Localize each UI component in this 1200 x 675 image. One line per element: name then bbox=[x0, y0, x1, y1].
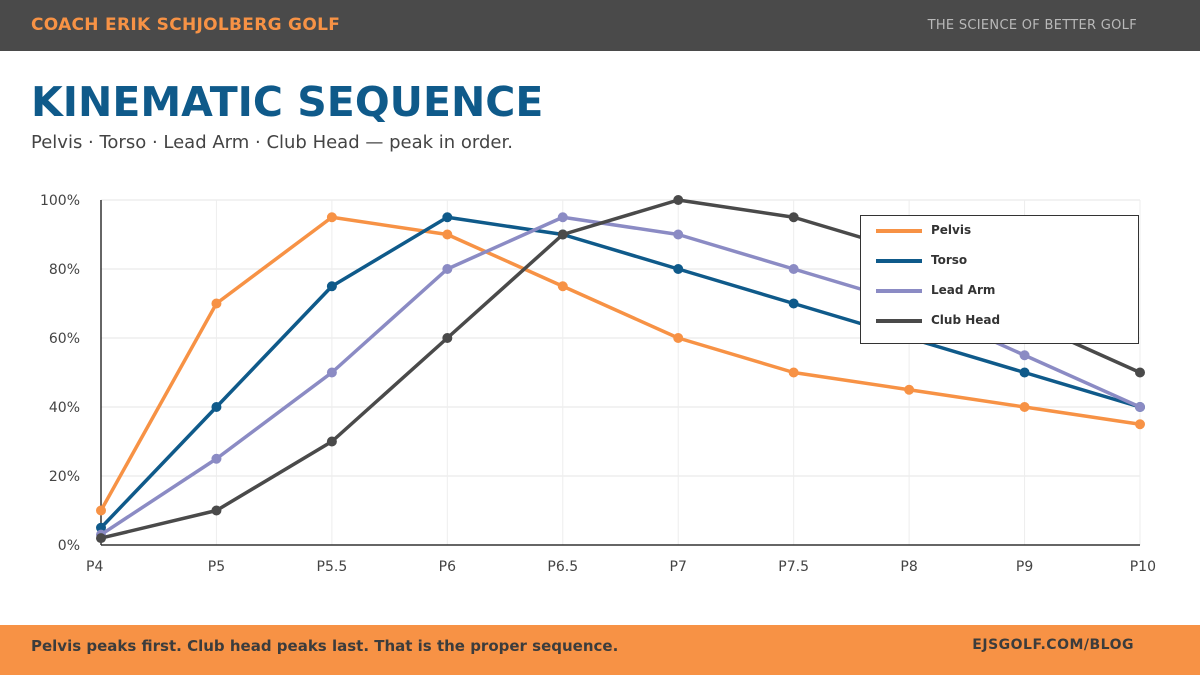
axes bbox=[100, 200, 1140, 546]
footer-bar: Pelvis peaks first. Club head peaks last… bbox=[0, 625, 1200, 675]
data-point-pelvis bbox=[788, 367, 799, 378]
data-point-lead-arm bbox=[788, 264, 799, 274]
legend-swatch-club-head bbox=[876, 319, 922, 323]
data-point-club-head bbox=[326, 436, 337, 447]
data-point-lead-arm bbox=[211, 453, 222, 464]
data-point-torso bbox=[1019, 367, 1030, 378]
y-tick-label: 20% bbox=[49, 469, 80, 485]
footer-message: Pelvis peaks first. Club head peaks last… bbox=[31, 637, 619, 655]
legend-swatch-pelvis bbox=[876, 229, 922, 233]
data-point-club-head bbox=[788, 212, 799, 223]
data-point-club-head bbox=[442, 333, 453, 343]
tagline: THE SCIENCE OF BETTER GOLF bbox=[927, 18, 1137, 33]
data-point-torso bbox=[788, 298, 799, 309]
data-point-club-head bbox=[96, 533, 106, 544]
x-tick-label: P9 bbox=[1016, 559, 1033, 575]
x-tick-label: P7.5 bbox=[778, 559, 809, 575]
data-point-torso bbox=[211, 402, 222, 412]
data-point-pelvis bbox=[557, 281, 568, 292]
legend-swatch-lead-arm bbox=[876, 289, 922, 293]
data-point-pelvis bbox=[1019, 402, 1030, 412]
data-point-pelvis bbox=[326, 212, 337, 223]
chart-legend: Pelvis Torso Lead Arm Club Head bbox=[860, 215, 1139, 344]
legend-item-club-head: Club Head bbox=[876, 313, 1126, 327]
data-point-lead-arm bbox=[557, 212, 568, 223]
legend-label-club-head: Club Head bbox=[931, 313, 1001, 327]
data-point-lead-arm bbox=[1135, 402, 1145, 412]
data-point-club-head bbox=[1135, 367, 1145, 378]
data-point-torso bbox=[326, 281, 337, 292]
data-point-club-head bbox=[211, 505, 222, 516]
footer-blog-link[interactable]: EJSGOLF.COM/BLOG bbox=[972, 637, 1134, 653]
data-point-torso bbox=[96, 522, 106, 533]
data-point-pelvis bbox=[96, 505, 106, 516]
brand-name: COACH ERIK SCHJOLBERG GOLF bbox=[31, 15, 341, 35]
y-tick-label: 40% bbox=[49, 400, 80, 416]
y-tick-label: 60% bbox=[49, 331, 80, 347]
x-tick-label: P6 bbox=[439, 559, 456, 575]
data-point-pelvis bbox=[442, 229, 453, 240]
legend-label-lead-arm: Lead Arm bbox=[931, 283, 996, 297]
tick-labels: 0% 20% 40% 60% 80% 100% P4 P5 P5.5 P6 P6.5 P7 P7.5 P8… bbox=[40, 193, 1156, 575]
legend-item-lead-arm: Lead Arm bbox=[876, 283, 1126, 297]
y-tick-label: 0% bbox=[58, 538, 80, 554]
legend-label-pelvis: Pelvis bbox=[931, 223, 972, 237]
page-title: KINEMATIC SEQUENCE bbox=[31, 78, 544, 126]
data-point-pelvis bbox=[904, 384, 915, 395]
page-subtitle: Pelvis · Torso · Lead Arm · Club Head — … bbox=[31, 132, 513, 153]
x-tick-label: P6.5 bbox=[547, 559, 578, 575]
legend-item-pelvis: Pelvis bbox=[876, 223, 1126, 237]
top-bar: COACH ERIK SCHJOLBERG GOLF THE SCIENCE O… bbox=[0, 0, 1200, 51]
legend-swatch-torso bbox=[876, 259, 922, 263]
data-point-pelvis bbox=[673, 333, 684, 343]
x-tick-label: P8 bbox=[900, 559, 917, 575]
series-line-pelvis bbox=[99, 215, 1141, 512]
series-line-torso bbox=[99, 215, 1141, 529]
x-tick-label: P5 bbox=[208, 559, 225, 575]
y-tick-label: 80% bbox=[49, 262, 80, 278]
data-point-lead-arm bbox=[1019, 350, 1030, 361]
y-tick-label: 100% bbox=[40, 193, 80, 209]
x-tick-label: P10 bbox=[1130, 559, 1156, 575]
x-tick-label: P4 bbox=[86, 559, 103, 575]
data-point-pelvis bbox=[1135, 419, 1145, 430]
data-point-club-head bbox=[673, 195, 684, 205]
data-point-lead-arm bbox=[442, 264, 453, 274]
data-point-lead-arm bbox=[326, 367, 337, 378]
data-point-torso bbox=[673, 264, 684, 274]
data-point-torso bbox=[442, 212, 453, 223]
data-point-club-head bbox=[557, 229, 568, 240]
x-tick-label: P7 bbox=[670, 559, 687, 575]
data-point-pelvis bbox=[211, 298, 222, 309]
x-tick-label: P5.5 bbox=[317, 559, 348, 575]
data-point-lead-arm bbox=[673, 229, 684, 240]
legend-item-torso: Torso bbox=[876, 253, 1126, 267]
legend-label-torso: Torso bbox=[931, 253, 968, 267]
